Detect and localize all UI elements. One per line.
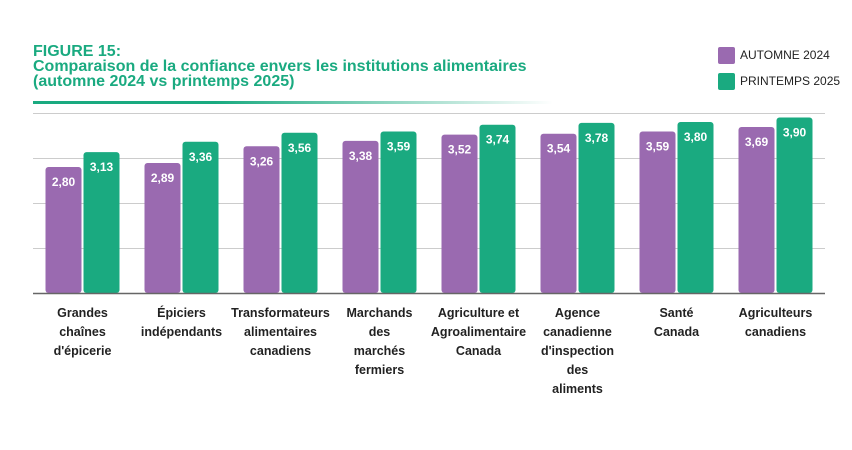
category-label: Marchands des marchés fermiers [346,306,413,377]
bar-printemps [83,152,120,293]
data-label-automne: 3,54 [547,142,571,156]
data-label-printemps: 3,36 [189,150,213,164]
data-label-automne: 3,26 [250,154,274,168]
data-label-printemps: 3,13 [90,160,114,174]
data-label-printemps: 3,78 [585,131,609,145]
category-label: Épiciers indépendants [140,306,223,339]
data-label-automne: 3,52 [448,143,472,157]
category-label: Agriculture et Agroalimentaire Canada [430,306,527,358]
bar-automne [639,131,676,293]
data-label-automne: 2,89 [151,171,175,185]
data-label-automne: 3,38 [349,149,373,163]
data-label-automne: 3,69 [745,135,769,149]
legend-swatch-automne [718,46,735,64]
bar-printemps [479,124,516,293]
data-label-printemps: 3,80 [684,130,708,144]
bar-printemps [677,122,714,293]
category-label: Santé Canada [653,306,700,339]
bar-printemps [182,141,219,293]
bar-printemps [281,132,318,293]
chart-title: Comparaison de la confiance envers les i… [33,58,527,90]
legend-swatch-printemps [718,72,735,90]
bar-printemps [380,131,417,293]
legend-item-automne: AUTOMNE 2024 [718,44,840,66]
legend-label-automne: AUTOMNE 2024 [740,48,830,62]
bar-automne [441,134,478,293]
bar-automne [243,146,280,293]
legend-item-printemps: PRINTEMPS 2025 [718,70,840,92]
category-label: Agriculteurs canadiens [738,306,813,339]
bar-printemps [776,117,813,293]
data-label-printemps: 3,90 [783,126,807,140]
title-underline [33,101,553,104]
figure-label: FIGURE 15: [33,43,122,60]
data-label-printemps: 3,56 [288,141,312,155]
bar-automne [45,167,82,293]
legend-label-printemps: PRINTEMPS 2025 [740,74,841,88]
category-label: Agence canadienne d'inspection des aliments [540,306,615,396]
bar-automne [540,133,577,293]
category-label: Grandes chaînes d'épicerie [53,306,112,358]
category-label: Transformateurs alimentaires canadiens [231,306,330,358]
bar-automne [342,140,379,293]
bar-printemps [578,122,615,294]
bar-automne [738,126,775,293]
data-label-automne: 2,80 [52,175,76,189]
bar-automne [144,162,181,293]
data-label-printemps: 3,59 [387,139,411,153]
chart-header: FIGURE 15: Comparaison de la confiance e… [33,43,553,90]
data-label-printemps: 3,74 [486,133,510,147]
legend: AUTOMNE 2024 PRINTEMPS 2025 [718,44,840,96]
data-label-automne: 3,59 [646,139,670,153]
